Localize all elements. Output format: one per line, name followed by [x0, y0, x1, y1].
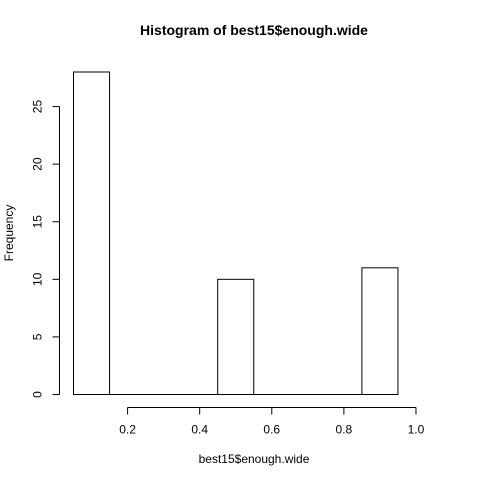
x-tick-label: 0.2: [119, 423, 136, 437]
y-axis-label: Frequency: [2, 205, 16, 262]
y-axis: 0 5 10 15 20 25: [31, 100, 60, 398]
histogram-bar: [361, 267, 399, 395]
histogram-bar: [217, 278, 255, 396]
y-tick-label: 0: [31, 391, 45, 398]
x-tick-label: 0.4: [191, 423, 208, 437]
x-tick-label: 1.0: [408, 423, 425, 437]
x-axis-label: best15$enough.wide: [199, 452, 310, 466]
x-axis: 0.2 0.4 0.6 0.8 1.0: [119, 407, 425, 437]
y-tick-label: 15: [31, 215, 45, 229]
y-tick-label: 10: [31, 272, 45, 286]
x-tick-label: 0.8: [336, 423, 353, 437]
y-tick-label: 5: [31, 333, 45, 340]
histogram-bar: [73, 71, 111, 395]
y-tick-label: 20: [31, 157, 45, 171]
chart-title: Histogram of best15$enough.wide: [140, 22, 368, 38]
y-tick-label: 25: [31, 100, 45, 114]
bars-group: [73, 71, 399, 396]
x-tick-label: 0.6: [263, 423, 280, 437]
